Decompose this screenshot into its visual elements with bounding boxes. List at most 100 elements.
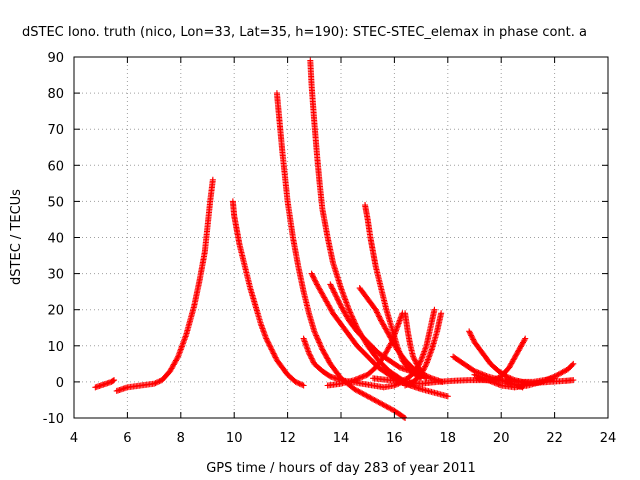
data-point: [310, 274, 317, 281]
data-point: [263, 335, 270, 342]
data-point: [155, 378, 162, 385]
data-point: [313, 333, 320, 340]
data-point: [376, 313, 383, 320]
data-point: [424, 373, 431, 380]
data-point: [371, 396, 378, 403]
data-point: [387, 405, 394, 412]
x-tick-label: 4: [70, 431, 78, 446]
data-point: [269, 349, 276, 356]
data-point: [375, 312, 382, 319]
series-11: [324, 310, 406, 389]
data-point: [413, 366, 420, 373]
data-point: [358, 389, 365, 396]
data-point: [327, 281, 334, 288]
series-9: [362, 202, 425, 382]
data-point: [418, 371, 425, 378]
y-tick-label: 20: [47, 304, 64, 319]
data-point: [111, 377, 118, 384]
data-point: [466, 328, 473, 335]
data-point: [313, 280, 320, 287]
data-point: [309, 271, 316, 278]
y-tick-label: 40: [47, 232, 64, 247]
data-point: [331, 290, 338, 297]
data-point: [554, 372, 561, 379]
data-point: [468, 333, 475, 340]
data-point: [422, 372, 429, 379]
data-point: [316, 339, 323, 346]
data-point: [330, 288, 337, 295]
data-point: [292, 378, 299, 385]
data-point: [373, 308, 380, 315]
x-tick-labels: 4 6 8 10 12 14 16 18 20 22 24: [70, 431, 616, 446]
data-point: [412, 357, 419, 364]
data-point: [469, 335, 476, 342]
data-point: [570, 377, 577, 384]
y-tick-label: 60: [47, 159, 64, 174]
data-point: [378, 400, 385, 407]
data-point: [422, 362, 429, 369]
data-point: [297, 381, 304, 388]
x-tick-label: 18: [440, 431, 457, 446]
grid-lines: [74, 57, 608, 418]
x-tick-label: 24: [600, 431, 617, 446]
data-point: [506, 374, 513, 381]
data-point: [272, 354, 279, 361]
data-point: [309, 358, 316, 365]
x-tick-label: 14: [333, 431, 350, 446]
data-point: [392, 381, 399, 388]
data-point: [558, 369, 565, 376]
data-point: [411, 356, 418, 363]
data-point: [308, 270, 315, 277]
data-point: [329, 285, 336, 292]
data-point: [555, 371, 562, 378]
data-point: [417, 358, 424, 365]
data-point: [414, 365, 421, 372]
data-point: [269, 347, 276, 354]
series-19: [471, 360, 577, 391]
data-point: [362, 391, 369, 398]
data-point: [444, 393, 451, 400]
series-5: [307, 57, 451, 400]
data-point: [376, 314, 383, 321]
data-point: [174, 354, 181, 361]
data-point: [311, 276, 318, 283]
data-point: [313, 332, 320, 339]
y-axis-label: dSTEC / TECUs: [9, 189, 24, 285]
data-point: [299, 381, 306, 388]
data-point: [336, 300, 343, 307]
data-point: [551, 373, 558, 380]
data-point: [363, 392, 370, 399]
data-point: [560, 368, 567, 375]
data-point: [418, 370, 425, 377]
data-point: [305, 350, 312, 357]
x-tick-label: 6: [123, 431, 131, 446]
data-point: [349, 313, 356, 320]
data-point: [562, 367, 569, 374]
data-point: [308, 355, 315, 362]
x-tick-label: 12: [279, 431, 296, 446]
data-point: [376, 399, 383, 406]
data-point: [427, 374, 434, 381]
data-point: [426, 374, 433, 381]
axis-ticks: [73, 56, 609, 419]
series-10: [356, 285, 430, 382]
data-point: [209, 176, 216, 183]
data-point: [151, 380, 158, 387]
data-point: [271, 353, 278, 360]
data-point: [355, 388, 362, 395]
data-point: [383, 403, 390, 410]
data-point: [333, 294, 340, 301]
data-point: [367, 394, 374, 401]
data-point: [270, 350, 277, 357]
data-point: [337, 301, 344, 308]
data-point: [374, 310, 381, 317]
data-point: [311, 329, 318, 336]
data-point: [388, 340, 395, 347]
data-points: [92, 57, 577, 421]
data-point: [366, 394, 373, 401]
data-point: [419, 368, 426, 375]
data-point: [350, 316, 357, 323]
y-tick-label: 90: [47, 51, 64, 66]
data-point: [421, 364, 428, 371]
